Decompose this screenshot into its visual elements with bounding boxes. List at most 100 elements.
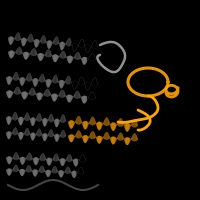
Polygon shape — [44, 155, 45, 161]
Polygon shape — [50, 114, 51, 122]
Polygon shape — [67, 38, 69, 46]
Polygon shape — [36, 117, 37, 120]
Polygon shape — [49, 115, 50, 122]
Polygon shape — [80, 96, 81, 98]
Polygon shape — [11, 133, 12, 135]
Polygon shape — [83, 121, 84, 128]
Polygon shape — [54, 75, 55, 83]
Polygon shape — [45, 39, 46, 43]
Polygon shape — [70, 120, 71, 128]
Polygon shape — [68, 38, 69, 46]
Polygon shape — [112, 122, 113, 131]
Polygon shape — [44, 77, 45, 82]
Polygon shape — [29, 133, 30, 135]
Polygon shape — [47, 79, 48, 87]
Polygon shape — [133, 134, 134, 141]
Polygon shape — [23, 133, 24, 136]
Polygon shape — [61, 90, 62, 98]
Polygon shape — [29, 35, 30, 42]
Polygon shape — [27, 52, 28, 59]
Polygon shape — [6, 117, 7, 120]
Polygon shape — [35, 39, 36, 47]
Polygon shape — [101, 136, 102, 142]
Polygon shape — [71, 95, 72, 101]
Polygon shape — [44, 133, 45, 141]
Polygon shape — [40, 115, 41, 121]
Polygon shape — [130, 125, 131, 127]
Polygon shape — [132, 120, 133, 127]
Polygon shape — [58, 157, 59, 161]
Polygon shape — [50, 52, 51, 57]
Polygon shape — [46, 159, 47, 162]
Polygon shape — [28, 36, 29, 41]
Polygon shape — [14, 74, 15, 80]
Polygon shape — [129, 138, 130, 144]
Polygon shape — [74, 136, 75, 138]
Polygon shape — [41, 133, 42, 135]
Polygon shape — [31, 118, 32, 125]
Polygon shape — [28, 165, 29, 172]
Polygon shape — [7, 76, 8, 84]
Polygon shape — [53, 119, 54, 121]
Polygon shape — [18, 33, 19, 41]
Polygon shape — [8, 52, 9, 54]
Polygon shape — [90, 118, 91, 125]
Polygon shape — [46, 80, 47, 84]
Polygon shape — [60, 170, 61, 177]
Polygon shape — [22, 77, 23, 86]
Polygon shape — [34, 78, 35, 86]
Polygon shape — [9, 37, 10, 43]
Polygon shape — [40, 93, 41, 100]
Polygon shape — [59, 43, 60, 45]
Polygon shape — [77, 91, 79, 99]
Polygon shape — [125, 138, 126, 143]
Polygon shape — [55, 154, 56, 162]
Polygon shape — [135, 120, 136, 127]
Polygon shape — [78, 92, 79, 99]
Polygon shape — [43, 94, 44, 95]
Polygon shape — [25, 38, 26, 45]
Polygon shape — [71, 134, 72, 142]
Polygon shape — [9, 37, 10, 44]
Polygon shape — [120, 133, 121, 141]
Polygon shape — [33, 133, 34, 140]
Polygon shape — [42, 35, 44, 44]
Polygon shape — [67, 95, 68, 100]
Polygon shape — [48, 50, 49, 57]
Polygon shape — [46, 170, 47, 176]
Polygon shape — [66, 56, 67, 58]
Polygon shape — [132, 121, 133, 127]
Polygon shape — [69, 121, 70, 127]
Polygon shape — [35, 78, 36, 87]
Polygon shape — [31, 88, 32, 96]
Polygon shape — [61, 170, 62, 177]
Polygon shape — [75, 53, 76, 59]
Polygon shape — [63, 80, 64, 87]
Polygon shape — [20, 78, 21, 84]
Polygon shape — [88, 137, 89, 139]
Polygon shape — [62, 90, 63, 98]
Polygon shape — [81, 97, 82, 99]
Polygon shape — [26, 92, 27, 98]
Polygon shape — [41, 116, 42, 121]
Polygon shape — [19, 117, 20, 124]
Polygon shape — [74, 159, 75, 165]
Polygon shape — [61, 42, 62, 50]
Polygon shape — [12, 91, 13, 96]
Polygon shape — [8, 116, 9, 125]
Polygon shape — [18, 75, 19, 80]
Polygon shape — [14, 127, 15, 135]
Polygon shape — [56, 119, 57, 127]
Polygon shape — [17, 117, 18, 119]
Polygon shape — [47, 41, 48, 46]
Polygon shape — [19, 47, 20, 55]
Polygon shape — [71, 156, 72, 162]
Polygon shape — [63, 130, 64, 138]
Polygon shape — [60, 118, 61, 122]
Polygon shape — [13, 75, 14, 80]
Polygon shape — [8, 168, 9, 176]
Polygon shape — [69, 168, 70, 173]
Polygon shape — [44, 54, 45, 56]
Polygon shape — [102, 137, 103, 139]
Polygon shape — [92, 117, 93, 125]
